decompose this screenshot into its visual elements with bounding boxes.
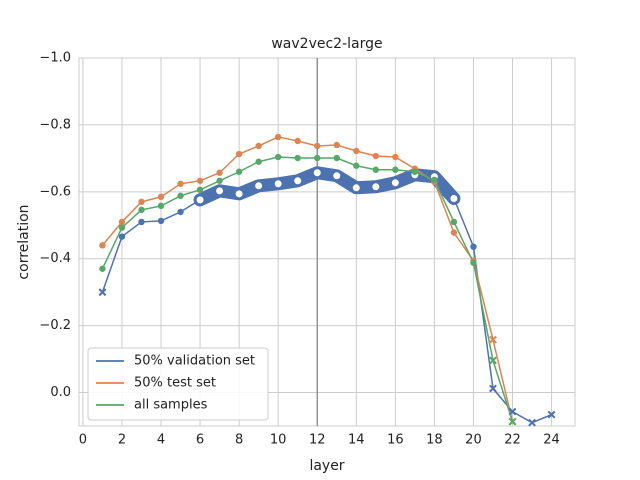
chart-title: wav2vec2-large xyxy=(271,36,382,52)
plot-frame xyxy=(78,57,576,427)
point xyxy=(333,154,340,162)
point xyxy=(411,168,419,175)
point xyxy=(234,189,244,199)
point xyxy=(255,158,262,165)
point xyxy=(216,177,223,184)
legend-label: 50% validation set xyxy=(134,354,255,369)
point xyxy=(99,265,106,272)
point xyxy=(312,168,322,178)
point xyxy=(255,142,262,150)
legend-label: all samples xyxy=(134,398,208,413)
point xyxy=(431,176,438,183)
y-axis-label: correlation xyxy=(16,204,32,279)
point xyxy=(351,183,361,193)
point xyxy=(294,137,301,145)
point xyxy=(177,180,184,187)
x-tick-label: 22 xyxy=(504,433,521,448)
point xyxy=(508,407,517,416)
point xyxy=(216,169,223,176)
point xyxy=(489,384,497,393)
point xyxy=(215,186,225,196)
x-tick-label: 2 xyxy=(118,433,126,448)
point xyxy=(196,177,204,184)
point xyxy=(392,166,399,173)
point xyxy=(332,171,342,181)
point xyxy=(372,152,380,160)
legend-box xyxy=(87,347,269,421)
point xyxy=(235,168,243,175)
y-tick-label: −0.4 xyxy=(39,251,71,266)
point xyxy=(195,195,205,205)
x-tick-label: 12 xyxy=(309,433,326,448)
point xyxy=(138,198,145,206)
series-line xyxy=(101,171,552,424)
series-line xyxy=(101,156,514,422)
point xyxy=(470,243,477,250)
x-tick-label: 0 xyxy=(79,433,87,448)
point xyxy=(508,417,517,426)
point xyxy=(528,418,536,427)
point xyxy=(235,150,243,158)
point xyxy=(353,162,360,169)
point xyxy=(177,208,184,216)
y-tick-label: −1.0 xyxy=(39,51,71,66)
x-tick-label: 10 xyxy=(270,433,287,448)
point xyxy=(371,182,381,192)
y-tick-label: −0.2 xyxy=(39,318,71,333)
point xyxy=(118,233,126,240)
point xyxy=(254,181,264,191)
point xyxy=(547,410,556,419)
x-axis-label: layer xyxy=(309,458,344,474)
point xyxy=(353,147,360,155)
point xyxy=(274,153,282,161)
point xyxy=(196,186,204,194)
point xyxy=(177,192,184,200)
point xyxy=(333,141,340,149)
point xyxy=(372,166,380,173)
point xyxy=(449,194,459,204)
point xyxy=(390,178,400,188)
x-tick-label: 24 xyxy=(543,433,560,448)
y-tick-label: 0.0 xyxy=(50,385,71,400)
point xyxy=(157,193,165,201)
x-tick-label: 14 xyxy=(348,433,365,448)
point xyxy=(157,217,165,225)
point xyxy=(294,154,301,162)
point xyxy=(98,288,107,297)
legend-label: 50% test set xyxy=(134,376,216,391)
point xyxy=(392,153,399,161)
point xyxy=(118,224,126,231)
point xyxy=(99,242,106,249)
point xyxy=(450,218,458,226)
x-tick-label: 6 xyxy=(196,433,204,448)
point xyxy=(489,356,497,365)
point xyxy=(138,206,145,214)
point xyxy=(314,154,321,162)
x-tick-label: 4 xyxy=(157,433,165,448)
point xyxy=(157,202,165,210)
y-tick-label: −0.6 xyxy=(39,184,71,199)
x-tick-label: 20 xyxy=(465,433,482,448)
point xyxy=(489,335,497,344)
series-line xyxy=(101,136,514,422)
point xyxy=(118,218,126,226)
point xyxy=(293,176,303,186)
x-tick-label: 16 xyxy=(387,433,404,448)
point xyxy=(138,218,145,226)
point xyxy=(273,179,283,189)
point xyxy=(314,142,321,150)
x-tick-label: 18 xyxy=(426,433,443,448)
y-tick-label: −0.8 xyxy=(39,117,71,132)
point xyxy=(274,133,282,141)
point xyxy=(470,259,477,266)
point xyxy=(450,229,458,236)
x-tick-label: 8 xyxy=(235,433,243,448)
